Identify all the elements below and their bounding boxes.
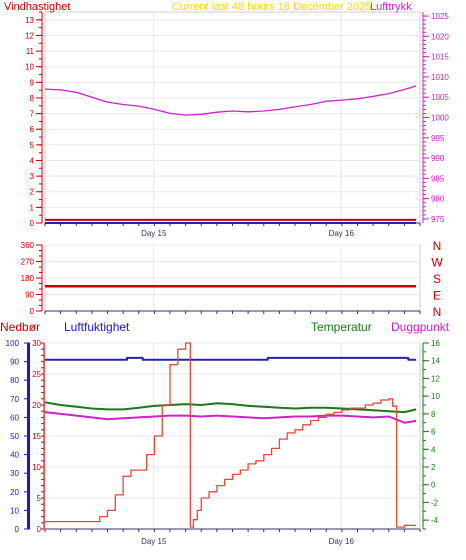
y-right-tick-label: 1020 <box>431 32 449 41</box>
pressure-line <box>44 85 417 116</box>
y-left-tick-label: 10 <box>25 63 34 72</box>
axes: 0123456789101112139759809859909951000100… <box>6 11 449 546</box>
rain-line <box>45 342 417 528</box>
y-humidity-tick-label: 20 <box>10 488 19 497</box>
y-right-tick-label: 1010 <box>431 73 449 82</box>
y-right-tick-label: 1005 <box>431 93 449 102</box>
y-left-tick-label: 6 <box>30 125 35 134</box>
compass-label: S <box>433 272 441 286</box>
compass-label: N <box>433 239 442 253</box>
y-humidity-tick-label: 40 <box>10 451 19 460</box>
y-left-tick-label: 5 <box>30 141 35 150</box>
y-humidity-tick-label: 30 <box>10 469 19 478</box>
compass-label: E <box>433 289 441 303</box>
y-right-tick-label: 995 <box>431 134 445 143</box>
y-temp-tick-label: 2 <box>431 463 436 472</box>
y-temp-tick-label: 8 <box>431 410 436 419</box>
y-rain-tick-label: 25 <box>32 370 41 379</box>
top-plot-area <box>44 11 421 224</box>
y-left-tick-label: 7 <box>30 110 35 119</box>
y-right-tick-label: 975 <box>431 215 445 224</box>
y-direction-tick-label: 270 <box>21 258 35 267</box>
y-left-tick-label: 9 <box>30 78 35 87</box>
header-pressure-label: Lufttrykk <box>370 1 412 13</box>
y-right-tick-label: 980 <box>431 195 445 204</box>
y-humidity-tick-label: 50 <box>10 432 19 441</box>
y-humidity-tick-label: 0 <box>15 525 20 534</box>
y-left-tick-label: 11 <box>26 47 35 56</box>
y-right-tick-label: 985 <box>431 174 445 183</box>
y-left-tick-label: 0 <box>30 219 35 228</box>
y-temp-tick-label: -4 <box>431 516 439 525</box>
rain-label: Nedbør <box>0 320 40 334</box>
y-left-tick-label: 8 <box>30 94 35 103</box>
y-temp-tick-label: 4 <box>431 445 436 454</box>
dewpoint-line <box>44 411 417 424</box>
x-tick-label: Day 16 <box>329 229 355 238</box>
y-right-tick-label: 1015 <box>431 53 449 62</box>
y-humidity-axis-bar <box>27 343 30 529</box>
y-temp-tick-label: 6 <box>431 428 436 437</box>
y-left-tick-label: 3 <box>30 172 35 181</box>
y-rain-tick-label: 30 <box>32 339 41 348</box>
series-lines <box>44 85 417 528</box>
y-rain-tick-label: 10 <box>32 463 41 472</box>
y-rain-tick-label: 15 <box>32 432 41 441</box>
y-temp-tick-label: 16 <box>431 339 440 348</box>
temperature-label: Temperatur <box>311 320 372 334</box>
x-tick-label: Day 15 <box>141 537 167 546</box>
humidity-label: Luftfuktighet <box>64 320 130 334</box>
x-tick-label: Day 15 <box>141 229 167 238</box>
y-right-tick-label: 1025 <box>431 12 449 21</box>
y-humidity-tick-label: 80 <box>10 376 19 385</box>
humidity-line <box>45 356 417 361</box>
y-rain-tick-label: 20 <box>32 401 41 410</box>
header-wind-label: Vindhastighet <box>4 1 70 13</box>
compass-label: N <box>433 305 442 319</box>
y-left-tick-label: 13 <box>25 16 34 25</box>
y-humidity-tick-label: 70 <box>10 395 19 404</box>
y-humidity-tick-label: 100 <box>6 339 20 348</box>
dewpoint-label: Duggpunkt <box>391 320 450 334</box>
y-humidity-tick-label: 10 <box>10 506 19 515</box>
y-left-tick-label: 1 <box>30 203 35 212</box>
y-direction-tick-label: 90 <box>25 291 34 300</box>
y-rain-tick-label: 0 <box>37 525 42 534</box>
y-temp-tick-label: 14 <box>431 357 440 366</box>
compass-label: W <box>431 256 443 270</box>
y-humidity-tick-label: 90 <box>10 358 19 367</box>
y-rain-tick-label: 5 <box>37 494 42 503</box>
temperature-line <box>44 401 417 414</box>
y-right-tick-label: 990 <box>431 154 445 163</box>
y-temp-tick-label: 0 <box>431 481 436 490</box>
y-direction-tick-label: 0 <box>30 307 35 316</box>
y-temp-tick-label: 12 <box>431 374 440 383</box>
y-left-tick-label: 2 <box>30 188 35 197</box>
y-direction-tick-label: 360 <box>21 241 35 250</box>
y-humidity-tick-label: 60 <box>10 413 19 422</box>
x-tick-label: Day 16 <box>329 537 355 546</box>
y-left-tick-label: 12 <box>25 31 34 40</box>
y-direction-tick-label: 180 <box>21 274 35 283</box>
chart-title: Current last 48 hours 16 December 2025 <box>172 1 371 13</box>
y-right-tick-label: 1000 <box>431 114 449 123</box>
y-left-tick-label: 4 <box>30 156 35 165</box>
y-temp-tick-label: 10 <box>431 392 440 401</box>
y-temp-tick-label: -2 <box>431 498 439 507</box>
